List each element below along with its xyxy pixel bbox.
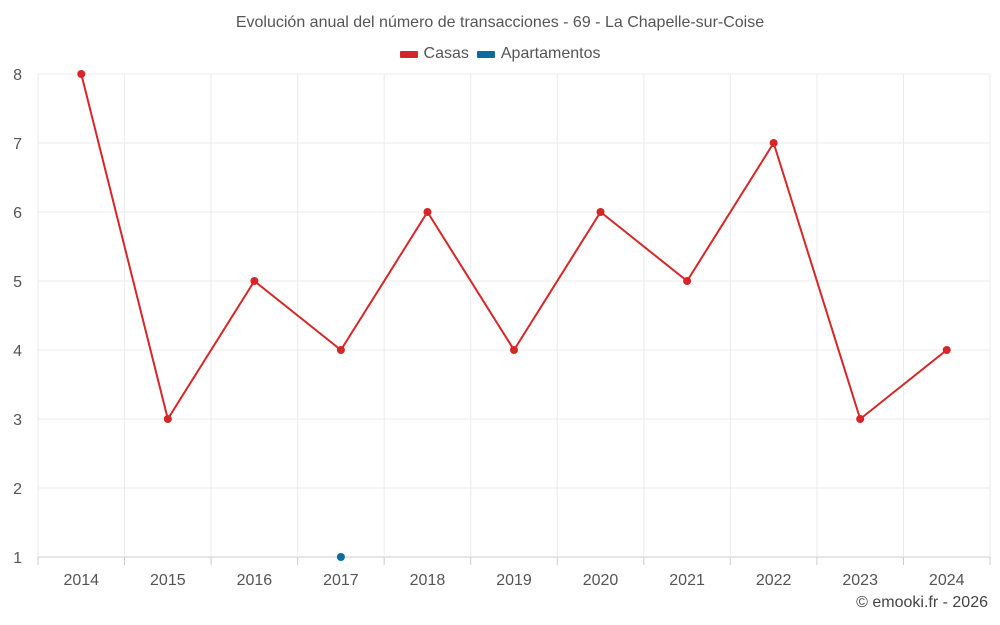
y-tick-label: 3: [13, 412, 22, 429]
x-tick-label: 2018: [410, 572, 446, 589]
legend: Casas Apartamentos: [0, 45, 1000, 63]
y-tick-label: 5: [13, 274, 22, 291]
data-point-casas[interactable]: [510, 346, 518, 354]
y-tick-label: 2: [13, 481, 22, 498]
legend-item-apartamentos[interactable]: Apartamentos: [476, 45, 601, 63]
data-point-casas[interactable]: [77, 70, 86, 78]
data-point-apartamentos[interactable]: [336, 553, 345, 561]
data-point-casas[interactable]: [336, 346, 345, 354]
credit-text: © emooki.fr - 2026: [856, 594, 988, 611]
legend-label-casas: Casas: [423, 45, 469, 62]
data-point-casas[interactable]: [769, 139, 778, 147]
data-point-casas[interactable]: [163, 415, 172, 423]
x-tick-label: 2019: [496, 572, 532, 589]
x-tick-label: 2017: [323, 572, 359, 589]
x-tick-label: 2023: [842, 572, 878, 589]
data-point-casas[interactable]: [856, 415, 865, 423]
x-tick-label: 2014: [63, 572, 99, 589]
x-tick-label: 2021: [669, 572, 705, 589]
legend-swatch-apartamentos: [476, 50, 495, 58]
x-tick-label: 2024: [929, 572, 965, 589]
x-tick-label: 2015: [150, 572, 186, 589]
data-point-casas[interactable]: [683, 277, 692, 285]
x-tick-label: 2016: [237, 572, 273, 589]
x-tick-label: 2022: [756, 572, 792, 589]
y-tick-label: 1: [13, 550, 22, 567]
legend-label-apartamentos: Apartamentos: [500, 45, 601, 62]
y-tick-label: 4: [13, 343, 22, 360]
data-point-casas[interactable]: [250, 277, 259, 285]
chart-title: Evolución anual del número de transaccio…: [235, 14, 765, 31]
data-point-casas[interactable]: [423, 208, 432, 216]
y-tick-label: 7: [13, 136, 22, 153]
legend-swatch-casas: [399, 50, 418, 58]
y-tick-label: 8: [13, 67, 22, 84]
data-point-casas[interactable]: [942, 346, 951, 354]
x-tick-label: 2020: [583, 572, 619, 589]
data-point-casas[interactable]: [596, 208, 605, 216]
y-tick-label: 6: [13, 205, 22, 222]
legend-item-casas[interactable]: Casas: [399, 45, 469, 63]
